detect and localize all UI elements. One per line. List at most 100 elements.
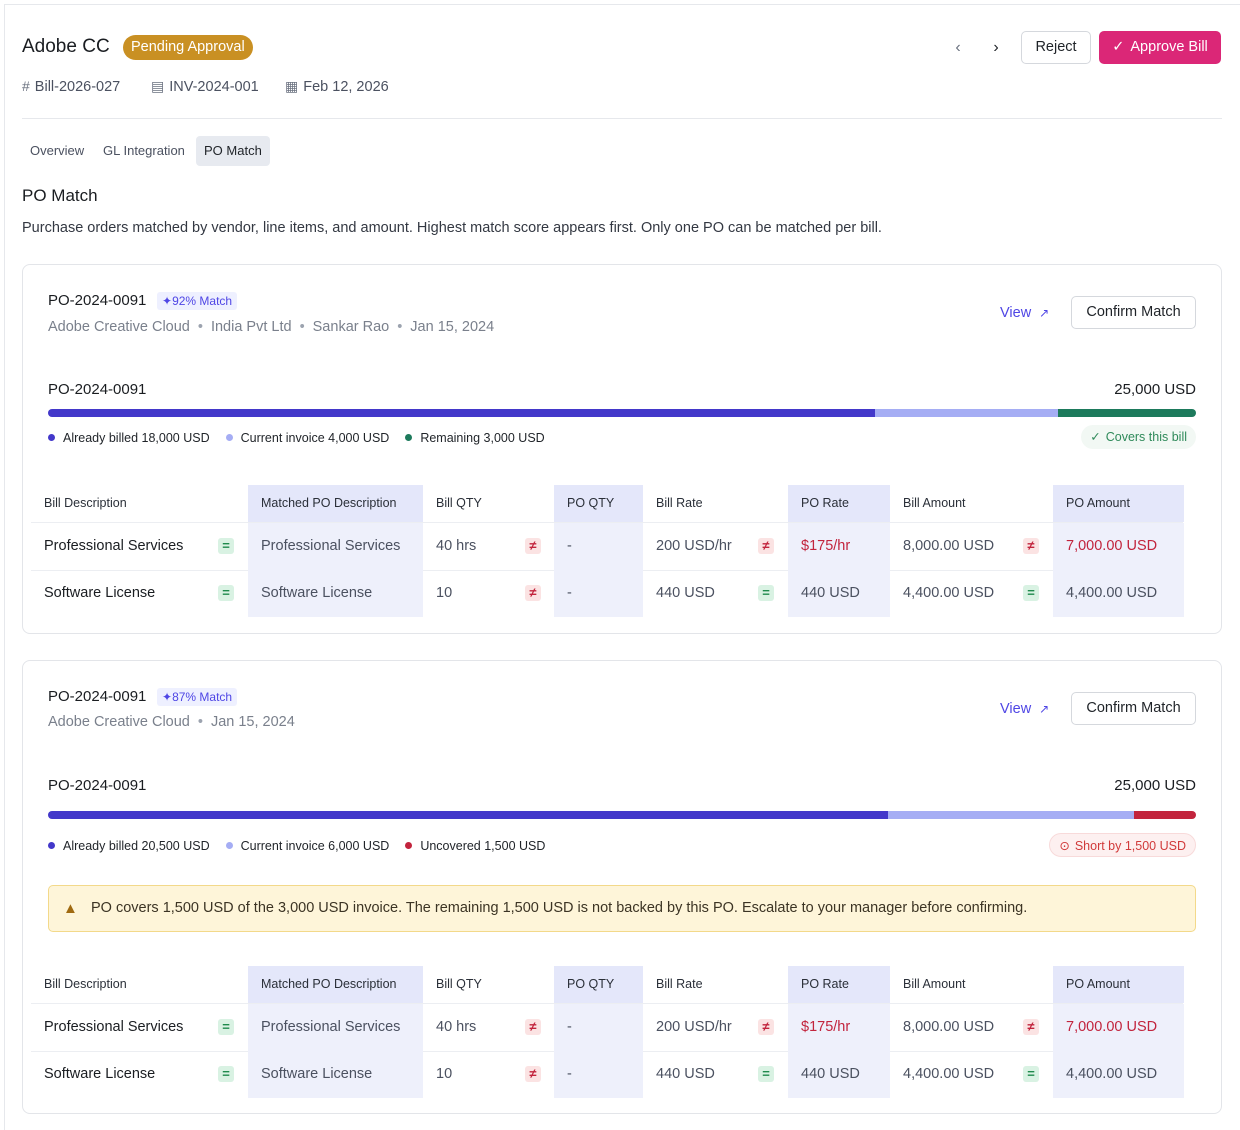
column-header: Bill Amount — [903, 496, 966, 510]
match-equal-icon: = — [758, 585, 774, 601]
external-link-icon: ↗ — [1039, 306, 1050, 320]
table-cell-po-rate: 440 USD — [788, 570, 890, 617]
match-score-text: 92% Match — [172, 294, 233, 308]
po-details: Adobe Creative Cloud • India Pvt Ltd • Sanka… — [48, 319, 494, 335]
mismatch-icon: ≠ — [525, 1066, 541, 1082]
mismatch-icon: ≠ — [758, 1019, 774, 1035]
separator-dot: • — [197, 319, 203, 335]
mismatch-icon: ≠ — [525, 1019, 541, 1035]
app-frame — [4, 4, 1240, 1130]
po-number: PO-2024-0091 — [48, 688, 147, 705]
table-cell-po-desc: Professional Services — [248, 523, 423, 570]
sparkle-icon: ✦ — [162, 294, 173, 308]
legend-item: Already billed 18,000 USD — [48, 431, 210, 445]
column-header: PO Amount — [1053, 966, 1184, 1003]
table-cell-bill-amount: 8,000.00 USD — [903, 538, 995, 554]
column-header: Bill Description — [44, 977, 127, 991]
table-cell-po-amount: 7,000.00 USD — [1053, 523, 1184, 570]
check-icon: ✓ — [1112, 39, 1125, 55]
usage-segment — [1058, 409, 1196, 417]
match-equal-icon: = — [218, 538, 234, 554]
tab-po-match[interactable]: PO Match — [196, 136, 270, 166]
table-cell-po-desc: Software License — [248, 570, 423, 617]
table-cell-po-rate: $175/hr — [788, 523, 890, 570]
usage-legend: Already billed 18,000 USD Current invoice… — [48, 431, 561, 445]
table-cell-po-qty: - — [554, 570, 643, 617]
table-cell-bill-rate: 200 USD/hr — [656, 1019, 732, 1035]
match-equal-icon: = — [1023, 1066, 1039, 1082]
vendor-title: Adobe CC — [22, 36, 110, 57]
legend-dot — [405, 842, 413, 849]
table-cell-bill-desc: Professional Services — [44, 538, 184, 554]
usage-segment — [874, 409, 1059, 417]
legend-label: Already billed 18,000 USD — [63, 431, 210, 445]
legend-dot — [48, 842, 55, 849]
match-equal-icon: = — [218, 585, 234, 601]
table-cell-bill-rate: 440 USD — [656, 1066, 715, 1082]
column-header: PO QTY — [554, 966, 643, 1003]
match-equal-icon: = — [1023, 585, 1039, 601]
separator-dot: • — [299, 319, 305, 335]
sparkle-icon: ✦ — [162, 690, 173, 704]
calendar-icon: ▦ — [285, 78, 299, 94]
warning-text: PO covers 1,500 USD of the 3,000 USD inv… — [91, 900, 1028, 916]
section-title: PO Match — [22, 186, 98, 205]
view-label: View — [1000, 305, 1032, 321]
approve-bill-button[interactable]: ✓ Approve Bill — [1099, 31, 1221, 64]
external-link-icon: ↗ — [1039, 702, 1050, 716]
table-cell-po-qty: - — [554, 1051, 643, 1098]
chevron-right-icon[interactable]: › — [993, 39, 999, 56]
table-cell-po-qty: - — [554, 523, 643, 570]
tab-gl-integration[interactable]: GL Integration — [103, 143, 185, 158]
po-match-card: PO-2024-0091 ✦92% Match Adobe Creative Clo… — [22, 264, 1222, 634]
table-cell-po-amount: 7,000.00 USD — [1053, 1004, 1184, 1051]
match-equal-icon: = — [758, 1066, 774, 1082]
legend-dot — [405, 434, 413, 441]
mismatch-icon: ≠ — [1023, 538, 1039, 554]
section-description: Purchase orders matched by vendor, line … — [22, 220, 882, 236]
confirm-match-button[interactable]: Confirm Match — [1071, 296, 1196, 329]
header-divider — [31, 522, 1183, 523]
table-cell-po-rate: $175/hr — [788, 1004, 890, 1051]
invoice-id: ▤ INV-2024-001 — [151, 78, 259, 95]
po-details: Adobe Creative Cloud • Jan 15, 2024 — [48, 714, 295, 730]
alert-circle-icon: ⊙ — [1059, 839, 1070, 853]
confirm-match-button[interactable]: Confirm Match — [1071, 692, 1196, 725]
table-cell-bill-rate: 200 USD/hr — [656, 538, 732, 554]
chevron-left-icon[interactable]: ‹ — [955, 39, 961, 56]
reject-button[interactable]: Reject — [1021, 31, 1091, 64]
usage-segment — [1134, 811, 1196, 819]
legend-dot — [225, 434, 233, 441]
column-header: Bill Rate — [656, 496, 703, 510]
bill-date-text: Feb 12, 2026 — [303, 79, 389, 95]
separator-dot: • — [397, 319, 403, 335]
table-cell-bill-rate: 440 USD — [656, 585, 715, 601]
view-po-link[interactable]: View ↗ — [1000, 305, 1049, 321]
view-po-link[interactable]: View ↗ — [1000, 701, 1049, 717]
bill-date: ▦ Feb 12, 2026 — [285, 78, 389, 95]
legend-label: Uncovered 1,500 USD — [420, 839, 546, 853]
po-match-card: PO-2024-0091 ✦87% Match Adobe Creative Clo… — [22, 660, 1222, 1114]
legend-item: Current invoice 4,000 USD — [225, 431, 389, 445]
table-cell-po-rate: 440 USD — [788, 1051, 890, 1098]
coverage-status-text: Covers this bill — [1105, 430, 1187, 444]
po-budget-label: PO-2024-0091 — [48, 777, 147, 794]
po-total-amount: 25,000 USD — [1114, 777, 1196, 794]
tab-overview[interactable]: Overview — [30, 143, 85, 158]
column-header: Bill Rate — [656, 977, 703, 991]
legend-item: Uncovered 1,500 USD — [405, 839, 545, 853]
po-budget-label: PO-2024-0091 — [48, 381, 147, 398]
column-header: Bill Amount — [903, 977, 966, 991]
approve-bill-label: Approve Bill — [1130, 39, 1208, 55]
po-number: PO-2024-0091 — [48, 292, 147, 309]
mismatch-icon: ≠ — [758, 538, 774, 554]
column-header: PO Amount — [1053, 485, 1184, 522]
legend-label: Current invoice 6,000 USD — [240, 839, 390, 853]
check-icon: ✓ — [1090, 430, 1101, 444]
legend-item: Remaining 3,000 USD — [405, 431, 545, 445]
po-detail-item: Jan 15, 2024 — [210, 714, 295, 730]
po-detail-item: Sankar Rao — [312, 319, 390, 335]
table-cell-po-desc: Software License — [248, 1051, 423, 1098]
bill-header: Adobe CC Pending Approval ‹ › Reject ✓ Ap… — [22, 31, 1222, 65]
po-usage-bar — [48, 409, 1196, 417]
